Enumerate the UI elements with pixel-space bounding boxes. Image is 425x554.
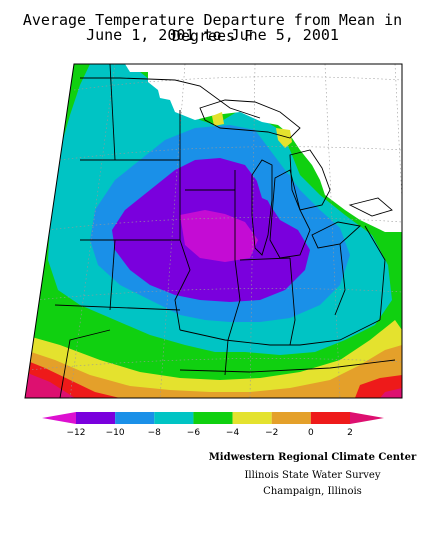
credit-line3: Champaign, Illinois: [263, 486, 362, 497]
legend-swatch: [115, 412, 155, 424]
legend-tick-label: −8: [148, 428, 162, 438]
credit-line2: Illinois State Water Survey: [244, 470, 381, 481]
map-title-line2: June 1, 2001 to June 5, 2001: [86, 26, 339, 44]
legend-swatch: [232, 412, 272, 424]
legend-swatch: [193, 412, 233, 424]
legend-tick-label: −12: [67, 428, 86, 438]
credit-line1: Midwestern Regional Climate Center: [208, 452, 417, 463]
legend-tick-label: −6: [187, 428, 201, 438]
map-title-line1: Average Temperature Departure from Mean …: [22, 11, 403, 45]
legend-swatch: [76, 412, 116, 424]
legend-tick-label: −2: [265, 428, 278, 438]
legend-tick-label: 0: [308, 428, 314, 438]
legend-swatch: [154, 412, 194, 424]
color-legend: −12 −10 −8 −6 −4 −2 0 2: [42, 412, 384, 438]
legend-swatch: [42, 412, 76, 424]
legend-tick-label: 2: [347, 428, 353, 438]
legend-swatch: [350, 412, 384, 424]
legend-tick-label: −10: [106, 428, 125, 438]
legend-swatch: [271, 412, 311, 424]
map-border: [24, 63, 403, 399]
legend-tick-label: −4: [226, 428, 240, 438]
legend-swatch: [310, 412, 350, 424]
